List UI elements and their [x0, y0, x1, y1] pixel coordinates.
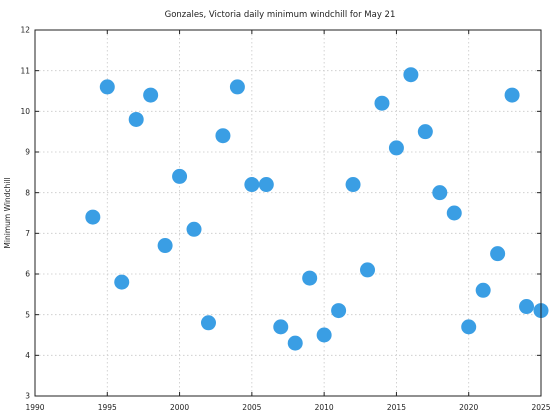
data-point — [360, 262, 376, 278]
data-point — [345, 177, 361, 193]
plot-area-frame — [34, 29, 542, 397]
data-point — [99, 79, 115, 95]
y-tick-label: 4 — [25, 351, 30, 360]
data-point — [229, 79, 245, 95]
data-point — [417, 124, 433, 140]
data-point — [388, 140, 404, 156]
data-point — [85, 209, 101, 225]
data-point — [331, 303, 347, 319]
data-point — [519, 299, 535, 315]
data-point — [432, 185, 448, 201]
data-point — [157, 238, 173, 254]
grid-lines — [35, 30, 541, 396]
x-tick-label: 2010 — [315, 403, 334, 412]
data-point — [258, 177, 274, 193]
data-point — [244, 177, 260, 193]
data-point — [374, 95, 390, 111]
x-tick-label: 2005 — [242, 403, 261, 412]
data-point — [287, 335, 303, 351]
y-tick-label: 9 — [25, 148, 30, 157]
y-tick-label: 11 — [20, 66, 30, 75]
x-tick-label: 2000 — [170, 403, 189, 412]
data-point — [143, 87, 159, 103]
y-tick-label: 3 — [25, 392, 30, 401]
data-point — [215, 128, 231, 144]
data-point — [461, 319, 477, 335]
x-tick-label: 2015 — [387, 403, 406, 412]
y-tick-label: 5 — [25, 310, 30, 319]
y-axis-label: Minimum Windchill — [3, 177, 12, 248]
data-point — [446, 205, 462, 221]
x-tick-label: 2025 — [531, 403, 550, 412]
data-points — [85, 67, 549, 351]
x-tick-label: 2020 — [459, 403, 478, 412]
data-point — [273, 319, 289, 335]
data-point — [186, 221, 202, 237]
axis-ticks: 1990 1995 2000 2005 2010 2015 2020 2025 3 4 5 6 7 8 9 1… — [20, 26, 550, 412]
data-point — [128, 111, 144, 127]
data-point — [475, 282, 491, 298]
chart-title: Gonzales, Victoria daily minimum windchi… — [165, 10, 396, 20]
data-point — [200, 315, 216, 331]
data-point — [490, 246, 506, 262]
data-point — [114, 274, 130, 290]
data-point — [316, 327, 332, 343]
data-point — [302, 270, 318, 286]
x-tick-label: 1990 — [25, 403, 44, 412]
data-point — [172, 168, 188, 184]
y-tick-label: 7 — [25, 229, 30, 238]
data-point — [403, 67, 419, 83]
x-tick-label: 1995 — [98, 403, 117, 412]
data-point — [504, 87, 520, 103]
y-tick-label: 10 — [20, 107, 30, 116]
y-tick-label: 12 — [20, 26, 30, 35]
y-tick-label: 8 — [25, 188, 30, 197]
y-tick-label: 6 — [25, 270, 30, 279]
